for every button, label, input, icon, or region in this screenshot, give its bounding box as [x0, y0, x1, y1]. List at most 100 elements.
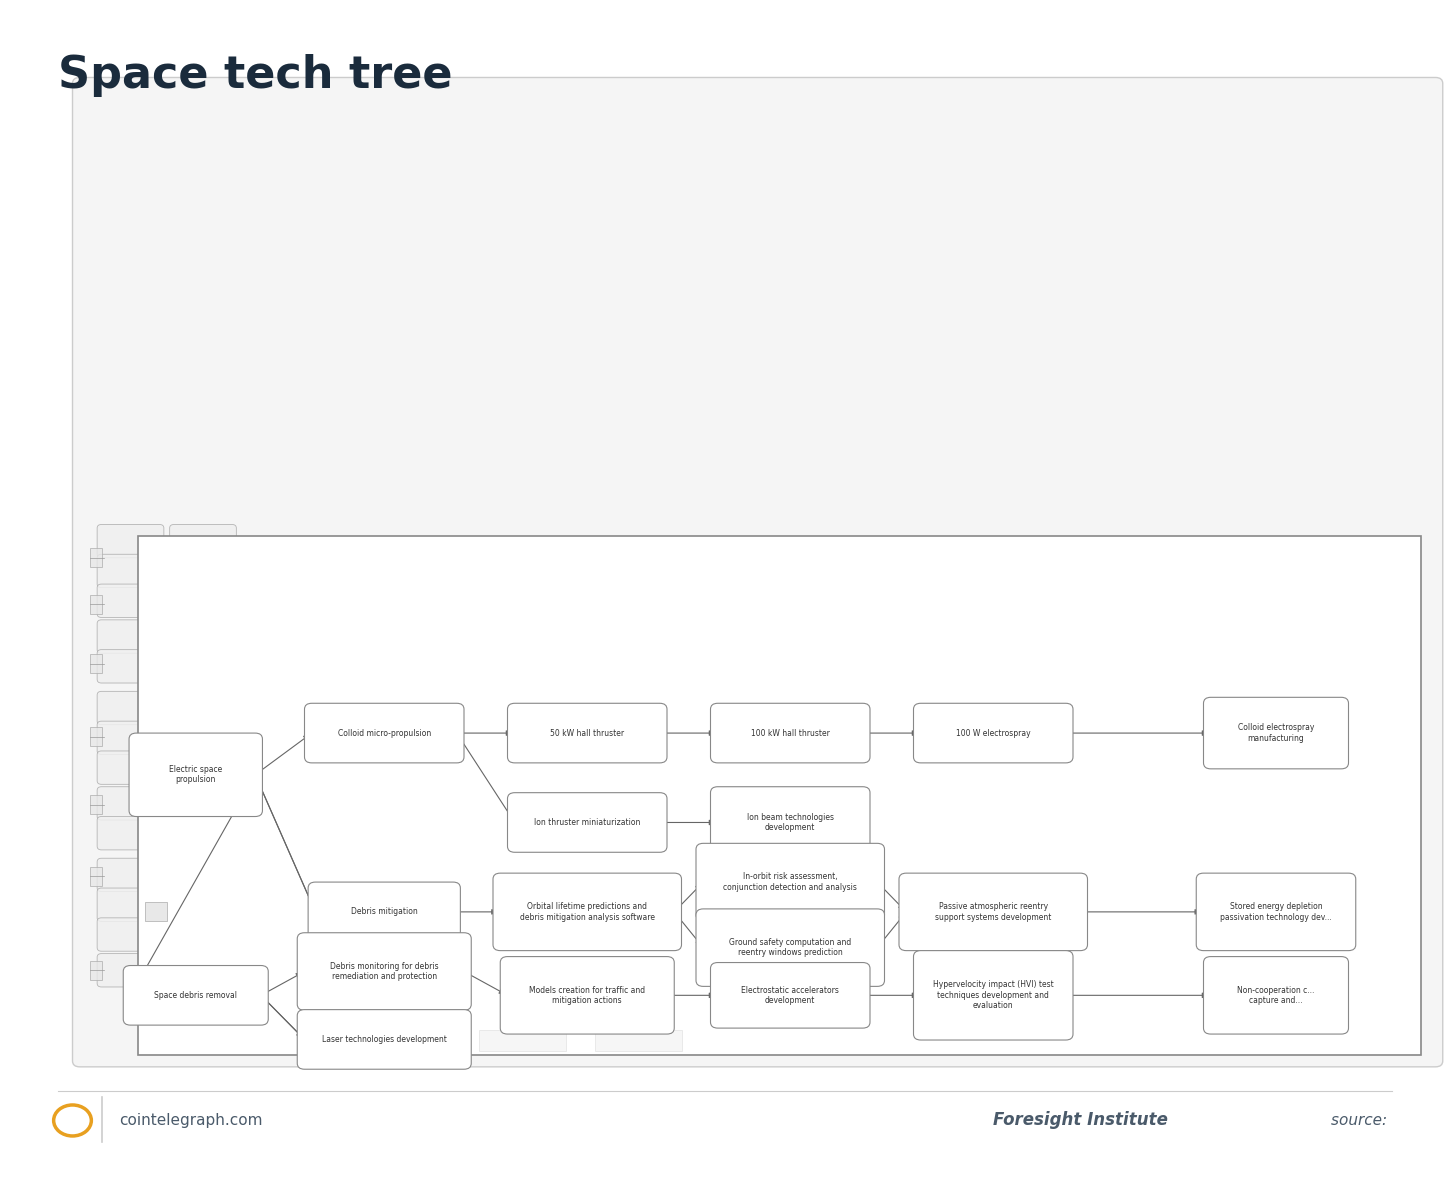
Text: source:: source:	[1331, 1113, 1392, 1128]
FancyBboxPatch shape	[914, 703, 1073, 763]
FancyBboxPatch shape	[1204, 956, 1349, 1033]
FancyBboxPatch shape	[97, 888, 164, 921]
FancyBboxPatch shape	[257, 540, 323, 573]
FancyBboxPatch shape	[97, 650, 164, 683]
FancyBboxPatch shape	[309, 882, 460, 942]
FancyBboxPatch shape	[145, 902, 167, 921]
FancyBboxPatch shape	[1196, 873, 1356, 951]
Text: Ion beam technologies
development: Ion beam technologies development	[747, 813, 834, 832]
FancyBboxPatch shape	[286, 858, 352, 892]
Text: Colloid micro-propulsion: Colloid micro-propulsion	[338, 728, 431, 738]
FancyBboxPatch shape	[97, 817, 164, 850]
Text: Foresight Institute: Foresight Institute	[993, 1111, 1169, 1130]
FancyBboxPatch shape	[402, 873, 468, 906]
FancyBboxPatch shape	[90, 795, 102, 814]
FancyBboxPatch shape	[170, 554, 236, 588]
Text: Debris monitoring for debris
remediation and protection: Debris monitoring for debris remediation…	[331, 962, 438, 981]
FancyBboxPatch shape	[493, 873, 682, 951]
FancyBboxPatch shape	[199, 888, 265, 921]
FancyBboxPatch shape	[199, 691, 265, 725]
FancyBboxPatch shape	[97, 787, 164, 820]
FancyBboxPatch shape	[286, 787, 352, 820]
FancyBboxPatch shape	[199, 817, 265, 850]
FancyBboxPatch shape	[123, 966, 268, 1025]
FancyBboxPatch shape	[594, 1030, 682, 1051]
FancyBboxPatch shape	[507, 793, 667, 852]
FancyBboxPatch shape	[138, 536, 1421, 1055]
FancyBboxPatch shape	[899, 873, 1088, 951]
FancyBboxPatch shape	[634, 632, 744, 665]
FancyBboxPatch shape	[97, 858, 164, 892]
FancyBboxPatch shape	[489, 954, 555, 987]
Text: Debris mitigation: Debris mitigation	[351, 907, 418, 917]
FancyBboxPatch shape	[416, 709, 483, 743]
FancyBboxPatch shape	[710, 963, 870, 1028]
FancyBboxPatch shape	[297, 932, 471, 1011]
Text: Models creation for traffic and
mitigation actions: Models creation for traffic and mitigati…	[529, 986, 645, 1005]
FancyBboxPatch shape	[431, 540, 497, 573]
FancyBboxPatch shape	[696, 844, 884, 920]
FancyBboxPatch shape	[97, 524, 164, 558]
FancyBboxPatch shape	[199, 954, 265, 987]
Text: Orbital lifetime predictions and
debris mitigation analysis software: Orbital lifetime predictions and debris …	[519, 902, 655, 921]
FancyBboxPatch shape	[90, 654, 102, 673]
Text: Ion thruster miniaturization: Ion thruster miniaturization	[534, 818, 641, 827]
Text: Stored energy depletion
passivation technology dev...: Stored energy depletion passivation tech…	[1219, 902, 1333, 921]
FancyBboxPatch shape	[90, 548, 102, 567]
FancyBboxPatch shape	[710, 703, 870, 763]
FancyBboxPatch shape	[478, 1030, 566, 1051]
FancyBboxPatch shape	[90, 595, 102, 614]
Text: Electrostatic accelerators
development: Electrostatic accelerators development	[741, 986, 840, 1005]
Text: Hypervelocity impact (HVI) test
techniques development and
evaluation: Hypervelocity impact (HVI) test techniqu…	[932, 980, 1054, 1011]
FancyBboxPatch shape	[90, 961, 102, 980]
FancyBboxPatch shape	[145, 986, 167, 1005]
FancyBboxPatch shape	[416, 650, 483, 683]
FancyBboxPatch shape	[344, 540, 410, 573]
FancyBboxPatch shape	[97, 918, 164, 951]
FancyBboxPatch shape	[914, 951, 1073, 1039]
Text: Space debris removal: Space debris removal	[154, 991, 238, 1000]
Text: cointelegraph.com: cointelegraph.com	[119, 1113, 262, 1128]
Text: 100 kW hall thruster: 100 kW hall thruster	[751, 728, 829, 738]
Text: Electric space
propulsion: Electric space propulsion	[170, 765, 222, 784]
FancyBboxPatch shape	[145, 765, 167, 784]
FancyBboxPatch shape	[97, 554, 164, 588]
FancyBboxPatch shape	[500, 956, 674, 1033]
FancyBboxPatch shape	[97, 584, 164, 617]
FancyBboxPatch shape	[90, 727, 102, 746]
FancyBboxPatch shape	[170, 584, 280, 617]
Text: Colloid electrospray
manufacturing: Colloid electrospray manufacturing	[1238, 724, 1314, 743]
FancyBboxPatch shape	[286, 584, 352, 617]
FancyBboxPatch shape	[97, 721, 164, 755]
FancyBboxPatch shape	[199, 858, 265, 892]
Text: 50 kW hall thruster: 50 kW hall thruster	[550, 728, 625, 738]
Text: Non-cooperation c...
capture and...: Non-cooperation c... capture and...	[1237, 986, 1315, 1005]
Text: Passive atmospheric reentry
support systems development: Passive atmospheric reentry support syst…	[935, 902, 1051, 921]
FancyBboxPatch shape	[90, 867, 102, 886]
FancyBboxPatch shape	[97, 954, 164, 987]
FancyBboxPatch shape	[416, 620, 483, 653]
FancyBboxPatch shape	[696, 909, 884, 987]
FancyBboxPatch shape	[304, 703, 464, 763]
FancyBboxPatch shape	[199, 787, 265, 820]
FancyBboxPatch shape	[503, 632, 613, 665]
FancyBboxPatch shape	[297, 1010, 471, 1069]
FancyBboxPatch shape	[286, 954, 352, 987]
FancyBboxPatch shape	[507, 703, 667, 763]
Text: Ground safety computation and
reentry windows prediction: Ground safety computation and reentry wi…	[729, 938, 851, 957]
FancyBboxPatch shape	[362, 1030, 450, 1051]
FancyBboxPatch shape	[97, 691, 164, 725]
Text: Space tech tree: Space tech tree	[58, 54, 452, 97]
FancyBboxPatch shape	[97, 620, 164, 653]
FancyBboxPatch shape	[489, 801, 555, 834]
Text: In-orbit risk assessment,
conjunction detection and analysis: In-orbit risk assessment, conjunction de…	[724, 873, 857, 892]
FancyBboxPatch shape	[199, 620, 265, 653]
FancyBboxPatch shape	[402, 801, 468, 834]
FancyBboxPatch shape	[286, 620, 352, 653]
FancyBboxPatch shape	[402, 954, 468, 987]
FancyBboxPatch shape	[199, 650, 309, 683]
Text: Laser technologies development: Laser technologies development	[322, 1035, 447, 1044]
FancyBboxPatch shape	[129, 733, 262, 817]
FancyBboxPatch shape	[286, 691, 352, 725]
FancyBboxPatch shape	[199, 721, 309, 755]
